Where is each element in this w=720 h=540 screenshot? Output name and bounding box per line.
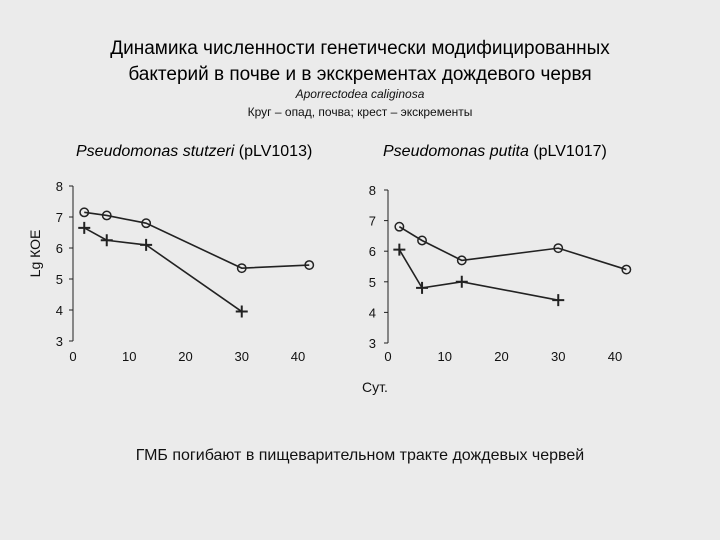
panel1-y-tick-label-8: 8: [56, 179, 63, 194]
panel1-y-tick-label-4: 4: [56, 303, 63, 318]
panel1-y-axis-label: Lg КОЕ: [27, 230, 43, 278]
panel-title-left-plasmid: (pLV1013): [234, 143, 313, 160]
panel2-series-cross-line: [398, 249, 559, 301]
panel1-x-tick-label-40: 40: [291, 349, 305, 364]
panel2-cross-point-3: [552, 294, 565, 307]
panel1-series-circle-line: [84, 211, 310, 269]
panel-title-right-plasmid: (pLV1017): [528, 143, 607, 160]
marker-caption: Круг – опад, почва; крест – экскременты: [247, 105, 473, 119]
panel2-circle-point-3: [553, 243, 564, 254]
panel1-x-tick-label-0: 0: [69, 349, 76, 364]
panel1-y-tick-label-3: 3: [56, 334, 63, 349]
panel1-circle-point-2: [141, 218, 152, 229]
panel-title-right: Pseudomonas putita (pLV1017): [383, 143, 607, 161]
panel1-x-tick-label-20: 20: [178, 349, 192, 364]
footer-conclusion: ГМБ погибают в пищеварительном тракте до…: [135, 447, 585, 464]
panel1-cross-point-0: [78, 221, 91, 234]
panel2-cross-point-1: [416, 281, 429, 294]
panel2-cross-point-0: [393, 243, 406, 256]
panel2-x-tick-label-10: 10: [438, 349, 452, 364]
panel2-y-tick-label-7: 7: [369, 214, 376, 229]
panel2-x-tick-label-40: 40: [608, 349, 622, 364]
panel2-x-axis-label: Сут.: [362, 379, 388, 395]
panel1-x-tick-label-10: 10: [122, 349, 136, 364]
panel1-y-tick-label-6: 6: [56, 241, 63, 256]
panel1-series-cross-line: [83, 227, 243, 313]
panel1-circle-point-3: [236, 263, 247, 274]
panel2-x-tick-label-0: 0: [384, 349, 391, 364]
panel1-cross-point-1: [100, 234, 113, 247]
panel2-x-tick-label-30: 30: [551, 349, 565, 364]
panel2-cross-point-2: [455, 275, 468, 288]
panel2-circle-point-4: [621, 264, 632, 275]
panel2-y-tick-label-8: 8: [369, 183, 376, 198]
panel1-circle-point-1: [101, 210, 112, 221]
panel2-circle-point-0: [394, 221, 405, 232]
title-line-1: Динамика численности генетически модифиц…: [110, 38, 610, 59]
title-line-2: бактерий в почве и в экскрементах дождев…: [128, 64, 592, 85]
panel2-series-circle-line: [398, 226, 627, 271]
panel1-circle-point-0: [79, 207, 90, 218]
panel2-y-tick-label-5: 5: [369, 275, 376, 290]
panel1-x-tick-label-30: 30: [235, 349, 249, 364]
panel-title-right-species: Pseudomonas putita: [383, 143, 529, 160]
panel2-y-tick-label-4: 4: [369, 305, 376, 320]
panel2-x-tick-label-20: 20: [494, 349, 508, 364]
panel1-cross-point-2: [140, 238, 153, 251]
chart-title: Динамика численности генетически модифиц…: [0, 36, 720, 88]
panel2-y-tick-label-3: 3: [369, 336, 376, 351]
panel-title-left: Pseudomonas stutzeri (pLV1013): [76, 143, 312, 161]
panel1-circle-point-4: [304, 260, 315, 270]
panel-title-left-species: Pseudomonas stutzeri: [76, 143, 235, 160]
panel1-y-tick-label-5: 5: [56, 272, 63, 287]
panel2-circle-point-2: [456, 255, 467, 266]
panel2-circle-point-1: [417, 235, 427, 246]
species-subtitle: Aporrectodea caliginosa: [295, 87, 425, 101]
panel2-y-tick-label-6: 6: [369, 244, 376, 259]
panel1-y-tick-label-7: 7: [56, 210, 63, 225]
panel1-cross-point-3: [235, 305, 248, 318]
